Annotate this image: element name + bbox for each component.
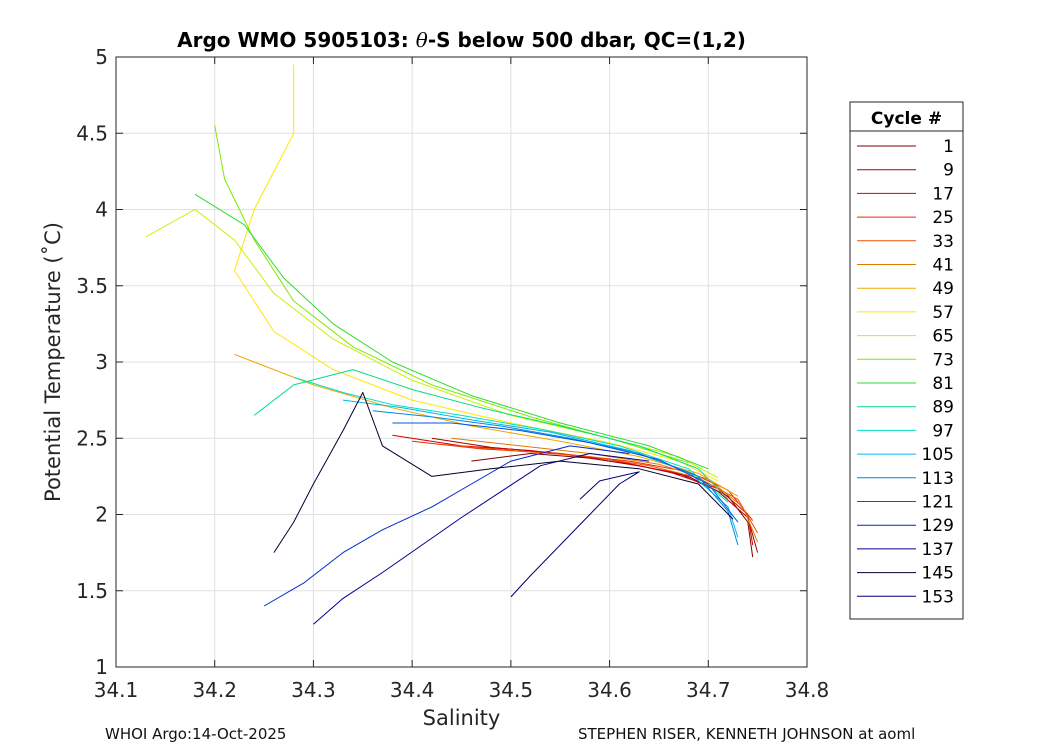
series-line-cycle-41 xyxy=(451,437,759,543)
x-axis-label: Salinity xyxy=(423,706,501,730)
legend-label-cycle-113: 113 xyxy=(922,469,954,489)
y-tick-label: 1 xyxy=(95,655,108,679)
x-tick-label: 34.6 xyxy=(587,678,632,702)
footer-credits: STEPHEN RISER, KENNETH JOHNSON at aoml xyxy=(578,725,916,743)
legend-label-cycle-41: 41 xyxy=(932,256,954,276)
y-tick-label: 2.5 xyxy=(76,426,108,450)
x-tick-label: 34.4 xyxy=(390,678,435,702)
y-tick-label: 2 xyxy=(95,503,108,527)
y-axis-label: Potential Temperature (˚C) xyxy=(41,222,65,502)
legend-label-cycle-97: 97 xyxy=(932,421,954,441)
legend-label-cycle-129: 129 xyxy=(922,516,954,536)
x-tick-label: 34.2 xyxy=(192,678,237,702)
series-line-cycle-57 xyxy=(234,64,719,482)
legend-title: Cycle # xyxy=(871,109,942,129)
legend-label-cycle-65: 65 xyxy=(932,327,954,347)
series-line-cycle-97 xyxy=(293,376,729,503)
legend-box xyxy=(849,101,964,620)
legend-label-cycle-49: 49 xyxy=(932,279,954,299)
series-line-cycle-81 xyxy=(194,193,709,470)
legend-label-cycle-89: 89 xyxy=(932,398,954,418)
series-line-cycle-121 xyxy=(392,422,739,523)
x-tick-label: 34.3 xyxy=(291,678,336,702)
y-tick-label: 3 xyxy=(95,350,108,374)
series-line-cycle-89 xyxy=(253,369,729,500)
y-tick-label: 4.5 xyxy=(76,121,108,145)
chart-title-prefix: Argo WMO 5905103: xyxy=(177,28,416,52)
y-tick-label: 3.5 xyxy=(76,274,108,298)
y-tick-label: 1.5 xyxy=(76,579,108,603)
series-line-cycle-33 xyxy=(441,443,759,534)
chart-title: Argo WMO 5905103: θ-S below 500 dbar, QC… xyxy=(177,28,746,52)
legend-label-cycle-33: 33 xyxy=(932,232,954,252)
x-tick-label: 34.5 xyxy=(489,678,534,702)
y-tick-label: 4 xyxy=(95,198,108,222)
legend-label-cycle-73: 73 xyxy=(932,350,954,370)
y-tick-label: 5 xyxy=(95,45,108,69)
series-line-cycle-49 xyxy=(234,353,739,497)
legend-label-cycle-121: 121 xyxy=(922,493,954,513)
legend-label-cycle-105: 105 xyxy=(922,445,954,465)
series-line-cycle-153 xyxy=(510,471,640,598)
legend-label-cycle-9: 9 xyxy=(943,161,954,181)
legend-label-cycle-137: 137 xyxy=(922,540,954,560)
chart-title-theta: θ xyxy=(416,28,428,52)
series-group xyxy=(145,64,759,625)
series-line-cycle-145 xyxy=(273,392,734,553)
legend-label-cycle-25: 25 xyxy=(932,208,954,228)
x-tick-label: 34.7 xyxy=(686,678,731,702)
legend-label-cycle-81: 81 xyxy=(932,374,954,394)
legend-label-cycle-17: 17 xyxy=(932,184,954,204)
x-tick-label: 34.8 xyxy=(785,678,830,702)
series-line-cycle-129 xyxy=(263,445,630,607)
legend-label-cycle-1: 1 xyxy=(943,137,954,157)
chart-title-suffix: -S below 500 dbar, QC=(1,2) xyxy=(428,28,746,52)
legend-label-cycle-153: 153 xyxy=(922,587,954,607)
legend-label-cycle-145: 145 xyxy=(922,564,954,584)
series-line-cycle-137 xyxy=(313,453,650,625)
footer-source-date: WHOI Argo:14-Oct-2025 xyxy=(105,725,287,743)
legend-label-cycle-57: 57 xyxy=(932,303,954,323)
x-tick-label: 34.1 xyxy=(94,678,139,702)
